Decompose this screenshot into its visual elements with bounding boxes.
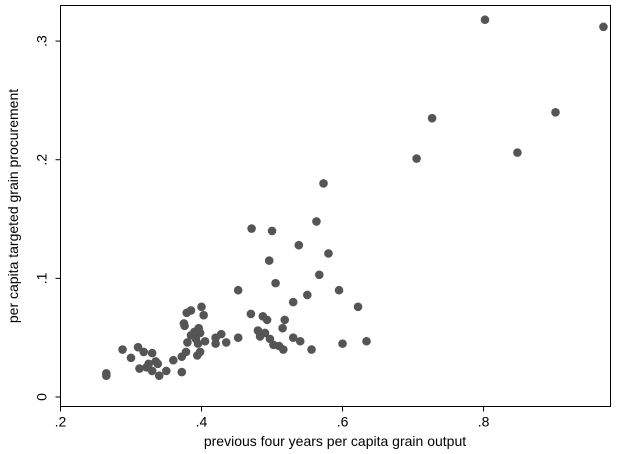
data-point	[144, 359, 153, 369]
data-point	[186, 306, 196, 315]
data-point	[288, 297, 298, 307]
y-axis-ticks: 0 .1 .2 .3	[34, 35, 61, 401]
data-point	[599, 22, 608, 32]
data-point	[295, 336, 305, 346]
x-tick-label: .6	[337, 414, 349, 430]
data-point	[324, 249, 333, 258]
data-point	[195, 328, 205, 338]
data-point	[312, 217, 321, 226]
data-point	[211, 339, 220, 348]
x-axis-ticks: .2 .4 .6 .8	[55, 406, 490, 430]
data-point	[278, 323, 287, 333]
data-point	[267, 226, 277, 236]
y-tick-label: .2	[34, 154, 50, 166]
data-point	[279, 345, 288, 354]
data-point	[147, 366, 157, 376]
data-point	[262, 315, 272, 325]
data-point	[260, 328, 270, 338]
data-point	[513, 148, 522, 157]
data-point	[181, 347, 191, 357]
data-point	[161, 366, 171, 376]
data-point	[233, 333, 243, 342]
x-axis-title: previous four years per capita grain out…	[204, 433, 466, 449]
x-tick-label: .8	[478, 414, 490, 430]
data-point	[183, 338, 192, 347]
data-point	[294, 240, 304, 250]
data-point	[133, 342, 143, 352]
data-point	[247, 224, 256, 233]
data-point	[169, 355, 178, 365]
data-point	[126, 353, 136, 363]
data-point	[314, 270, 324, 280]
data-point	[362, 336, 371, 346]
plot-frame	[60, 5, 611, 407]
data-point	[193, 339, 203, 348]
data-point	[139, 347, 149, 357]
data-point	[102, 368, 111, 378]
data-point	[118, 345, 127, 354]
y-tick-label: .3	[34, 35, 50, 47]
data-point	[271, 278, 280, 288]
data-point	[216, 329, 226, 339]
data-point	[200, 336, 210, 346]
data-point	[221, 338, 231, 347]
y-axis-title: per capita targeted grain procurement	[5, 89, 21, 323]
data-point	[195, 347, 205, 357]
data-point	[154, 371, 164, 380]
x-tick-label: .2	[55, 414, 67, 430]
y-tick-label: .1	[34, 272, 50, 284]
data-points	[102, 15, 608, 380]
data-point	[197, 302, 206, 312]
data-point	[246, 309, 256, 319]
data-point	[353, 302, 363, 312]
data-point	[338, 339, 347, 348]
data-point	[180, 321, 189, 331]
data-point	[307, 345, 316, 354]
y-tick-label: 0	[34, 393, 50, 401]
data-point	[288, 333, 298, 342]
data-point	[319, 179, 328, 188]
data-point	[334, 285, 344, 295]
data-point	[280, 315, 290, 325]
data-point	[153, 359, 163, 369]
data-point	[233, 285, 243, 295]
data-point	[199, 310, 208, 320]
data-point	[177, 367, 187, 377]
data-point	[302, 290, 312, 300]
data-point	[427, 113, 437, 123]
data-point	[412, 154, 421, 163]
data-point	[135, 364, 144, 373]
data-point	[480, 15, 490, 25]
x-tick-label: .4	[196, 414, 208, 430]
data-point	[264, 256, 274, 265]
data-point	[551, 107, 560, 117]
data-point	[147, 348, 157, 358]
